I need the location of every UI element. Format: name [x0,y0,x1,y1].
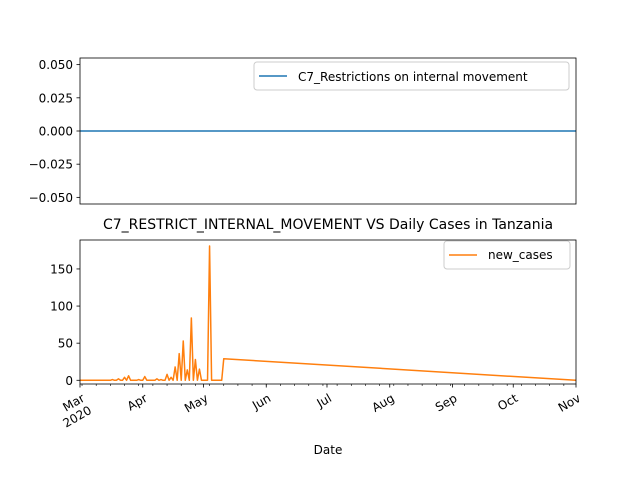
y-tick-label: −0.050 [29,191,73,205]
y-tick-label: 0 [65,374,73,388]
bottom-axes-frame [79,239,577,385]
x-tick-label: Jul [314,391,334,411]
y-tick-label: 100 [50,300,73,314]
x-tick-label-line: Jul [314,391,334,411]
x-tick-label: May [182,391,210,416]
x-axis-label: Date [314,443,343,457]
top-y-ticks: 0.050 0.025 0.000 −0.025 −0.050 [29,58,80,205]
top-axes-frame [79,57,577,205]
y-tick-label: 50 [58,337,73,351]
bottom-legend-box [443,240,571,270]
x-tick-label: Mar2020 [54,391,95,431]
bottom-chart-title: C7_RESTRICT_INTERNAL_MOVEMENT VS Daily C… [103,217,553,233]
x-tick-label: Nov [556,391,583,415]
x-tick-label-line: Aug [369,391,396,415]
x-tick-label-line: Apr [125,391,150,414]
top-axes: 0.050 0.025 0.000 −0.025 −0.050 C7_Restricti… [29,57,577,205]
x-tick-label-line: Nov [556,391,583,415]
x-tick-label-line: Sep [433,391,460,414]
bottom-legend-label: new_cases [488,248,553,262]
y-tick-label: 0.000 [39,125,73,139]
top-legend-box [253,61,570,91]
x-tick-label-line: Oct [495,391,520,414]
top-legend-label: C7_Restrictions on internal movement [298,70,528,84]
bottom-axes: 0 50 100 150 Mar2020 Apr May Jun Jul Aug Sep Oct No… [50,239,583,431]
x-tick-label: Apr [125,391,150,414]
x-tick-label: Oct [495,391,520,414]
bottom-x-ticks: Mar2020 Apr May Jun Jul Aug Sep Oct Nov [54,384,583,431]
y-tick-label: 0.025 [39,91,73,105]
bottom-plot-series [79,245,577,382]
x-tick-label-line: May [182,391,210,416]
x-tick-label: Jun [249,391,273,413]
x-tick-label-line: Jun [249,391,273,413]
bottom-y-ticks: 0 50 100 150 [50,262,80,388]
bottom-legend: new_cases [443,240,571,270]
y-tick-label: 0.050 [39,58,73,72]
top-legend: C7_Restrictions on internal movement [253,61,570,91]
y-tick-label: −0.025 [29,158,73,172]
y-tick-label: 150 [50,262,73,276]
x-tick-label: Sep [433,391,460,414]
x-tick-label: Aug [369,391,396,415]
